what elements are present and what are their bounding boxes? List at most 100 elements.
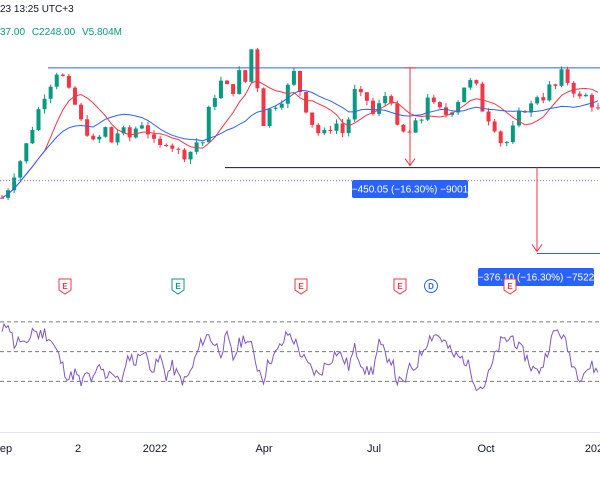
candle[interactable] <box>91 133 96 141</box>
candle[interactable] <box>42 94 47 114</box>
candle[interactable] <box>285 83 290 109</box>
candle[interactable] <box>273 105 278 111</box>
candle[interactable] <box>377 99 382 117</box>
candle[interactable] <box>413 117 418 133</box>
candle[interactable] <box>261 87 266 127</box>
candle[interactable] <box>36 106 41 131</box>
candle[interactable] <box>310 112 315 128</box>
candle[interactable] <box>383 91 388 107</box>
candle[interactable] <box>158 135 163 148</box>
candle[interactable] <box>553 83 558 90</box>
candle[interactable] <box>510 121 515 144</box>
candle[interactable] <box>121 125 126 136</box>
candle[interactable] <box>176 147 181 155</box>
candle[interactable] <box>328 125 333 134</box>
candle[interactable] <box>352 84 357 122</box>
candle[interactable] <box>18 159 23 182</box>
candle[interactable] <box>583 93 588 97</box>
candle[interactable] <box>547 81 552 102</box>
candle[interactable] <box>103 126 108 138</box>
earnings-marker[interactable]: E <box>171 278 185 295</box>
candle[interactable] <box>298 70 302 97</box>
candle[interactable] <box>364 91 369 106</box>
candle[interactable] <box>437 101 442 109</box>
candle[interactable] <box>498 130 503 147</box>
candle[interactable] <box>139 121 144 130</box>
candle[interactable] <box>109 126 114 143</box>
candle[interactable] <box>79 103 84 121</box>
candle[interactable] <box>322 127 327 136</box>
candle[interactable] <box>115 130 120 146</box>
candle[interactable] <box>188 151 193 165</box>
earnings-marker[interactable]: E <box>503 278 517 295</box>
candle[interactable] <box>133 126 138 139</box>
time-axis[interactable]: ep 2 2022 Apr Jul Oct 202 <box>0 443 600 455</box>
dividend-marker[interactable]: D <box>424 279 438 293</box>
measure-label-1[interactable]: −450.05 (−16.30%) −9001 <box>352 180 469 198</box>
candle[interactable] <box>468 77 473 91</box>
candle[interactable] <box>218 76 223 100</box>
candle[interactable] <box>480 81 485 112</box>
candle[interactable] <box>267 108 272 128</box>
candle[interactable] <box>425 94 430 122</box>
candle[interactable] <box>577 91 582 99</box>
candle[interactable] <box>182 148 187 163</box>
candle[interactable] <box>456 100 461 115</box>
candle[interactable] <box>492 118 497 133</box>
candle[interactable] <box>407 130 412 133</box>
earnings-marker[interactable]: E <box>393 278 407 295</box>
candle[interactable] <box>346 117 351 137</box>
candle[interactable] <box>97 134 102 143</box>
candle[interactable] <box>255 47 260 92</box>
candle[interactable] <box>48 84 53 104</box>
candle[interactable] <box>559 66 564 88</box>
candle[interactable] <box>0 195 4 199</box>
candle[interactable] <box>152 130 157 143</box>
candle[interactable] <box>358 86 363 97</box>
candle[interactable] <box>401 123 406 133</box>
candle[interactable] <box>237 66 242 95</box>
candle[interactable] <box>54 72 59 90</box>
earnings-marker[interactable]: E <box>294 278 308 295</box>
candle[interactable] <box>212 94 217 111</box>
candle[interactable] <box>127 125 132 142</box>
candle[interactable] <box>249 49 254 84</box>
candle[interactable] <box>316 123 321 136</box>
candle[interactable] <box>334 119 339 134</box>
candle[interactable] <box>419 118 424 124</box>
candle[interactable] <box>304 91 309 114</box>
candle[interactable] <box>231 84 236 97</box>
candle[interactable] <box>541 92 546 104</box>
measure-label-2[interactable]: −376.10 (−16.30%) −7522 <box>478 268 595 286</box>
candle[interactable] <box>66 73 71 89</box>
candle[interactable] <box>535 95 540 105</box>
candle[interactable] <box>529 100 534 117</box>
candle[interactable] <box>164 143 169 148</box>
candle[interactable] <box>194 138 199 155</box>
candle[interactable] <box>462 87 467 103</box>
candle[interactable] <box>474 79 479 86</box>
candle[interactable] <box>225 79 230 85</box>
candle[interactable] <box>504 141 509 147</box>
candle[interactable] <box>12 173 17 193</box>
candle[interactable] <box>170 143 175 152</box>
candle[interactable] <box>200 141 205 147</box>
candle[interactable] <box>291 68 296 86</box>
candle[interactable] <box>389 94 394 106</box>
candle[interactable] <box>443 103 448 118</box>
candle[interactable] <box>431 94 436 104</box>
candle[interactable] <box>243 69 248 84</box>
oscillator-pane[interactable] <box>0 321 600 392</box>
price-pane[interactable] <box>0 47 600 201</box>
candle[interactable] <box>565 66 570 86</box>
candle[interactable] <box>206 105 211 143</box>
candle[interactable] <box>30 126 35 145</box>
candle[interactable] <box>145 121 150 139</box>
candle[interactable] <box>596 103 600 110</box>
candle[interactable] <box>24 142 29 164</box>
candle[interactable] <box>60 73 65 77</box>
candle[interactable] <box>486 108 491 126</box>
earnings-marker[interactable]: E <box>58 278 72 295</box>
candle[interactable] <box>589 93 594 112</box>
